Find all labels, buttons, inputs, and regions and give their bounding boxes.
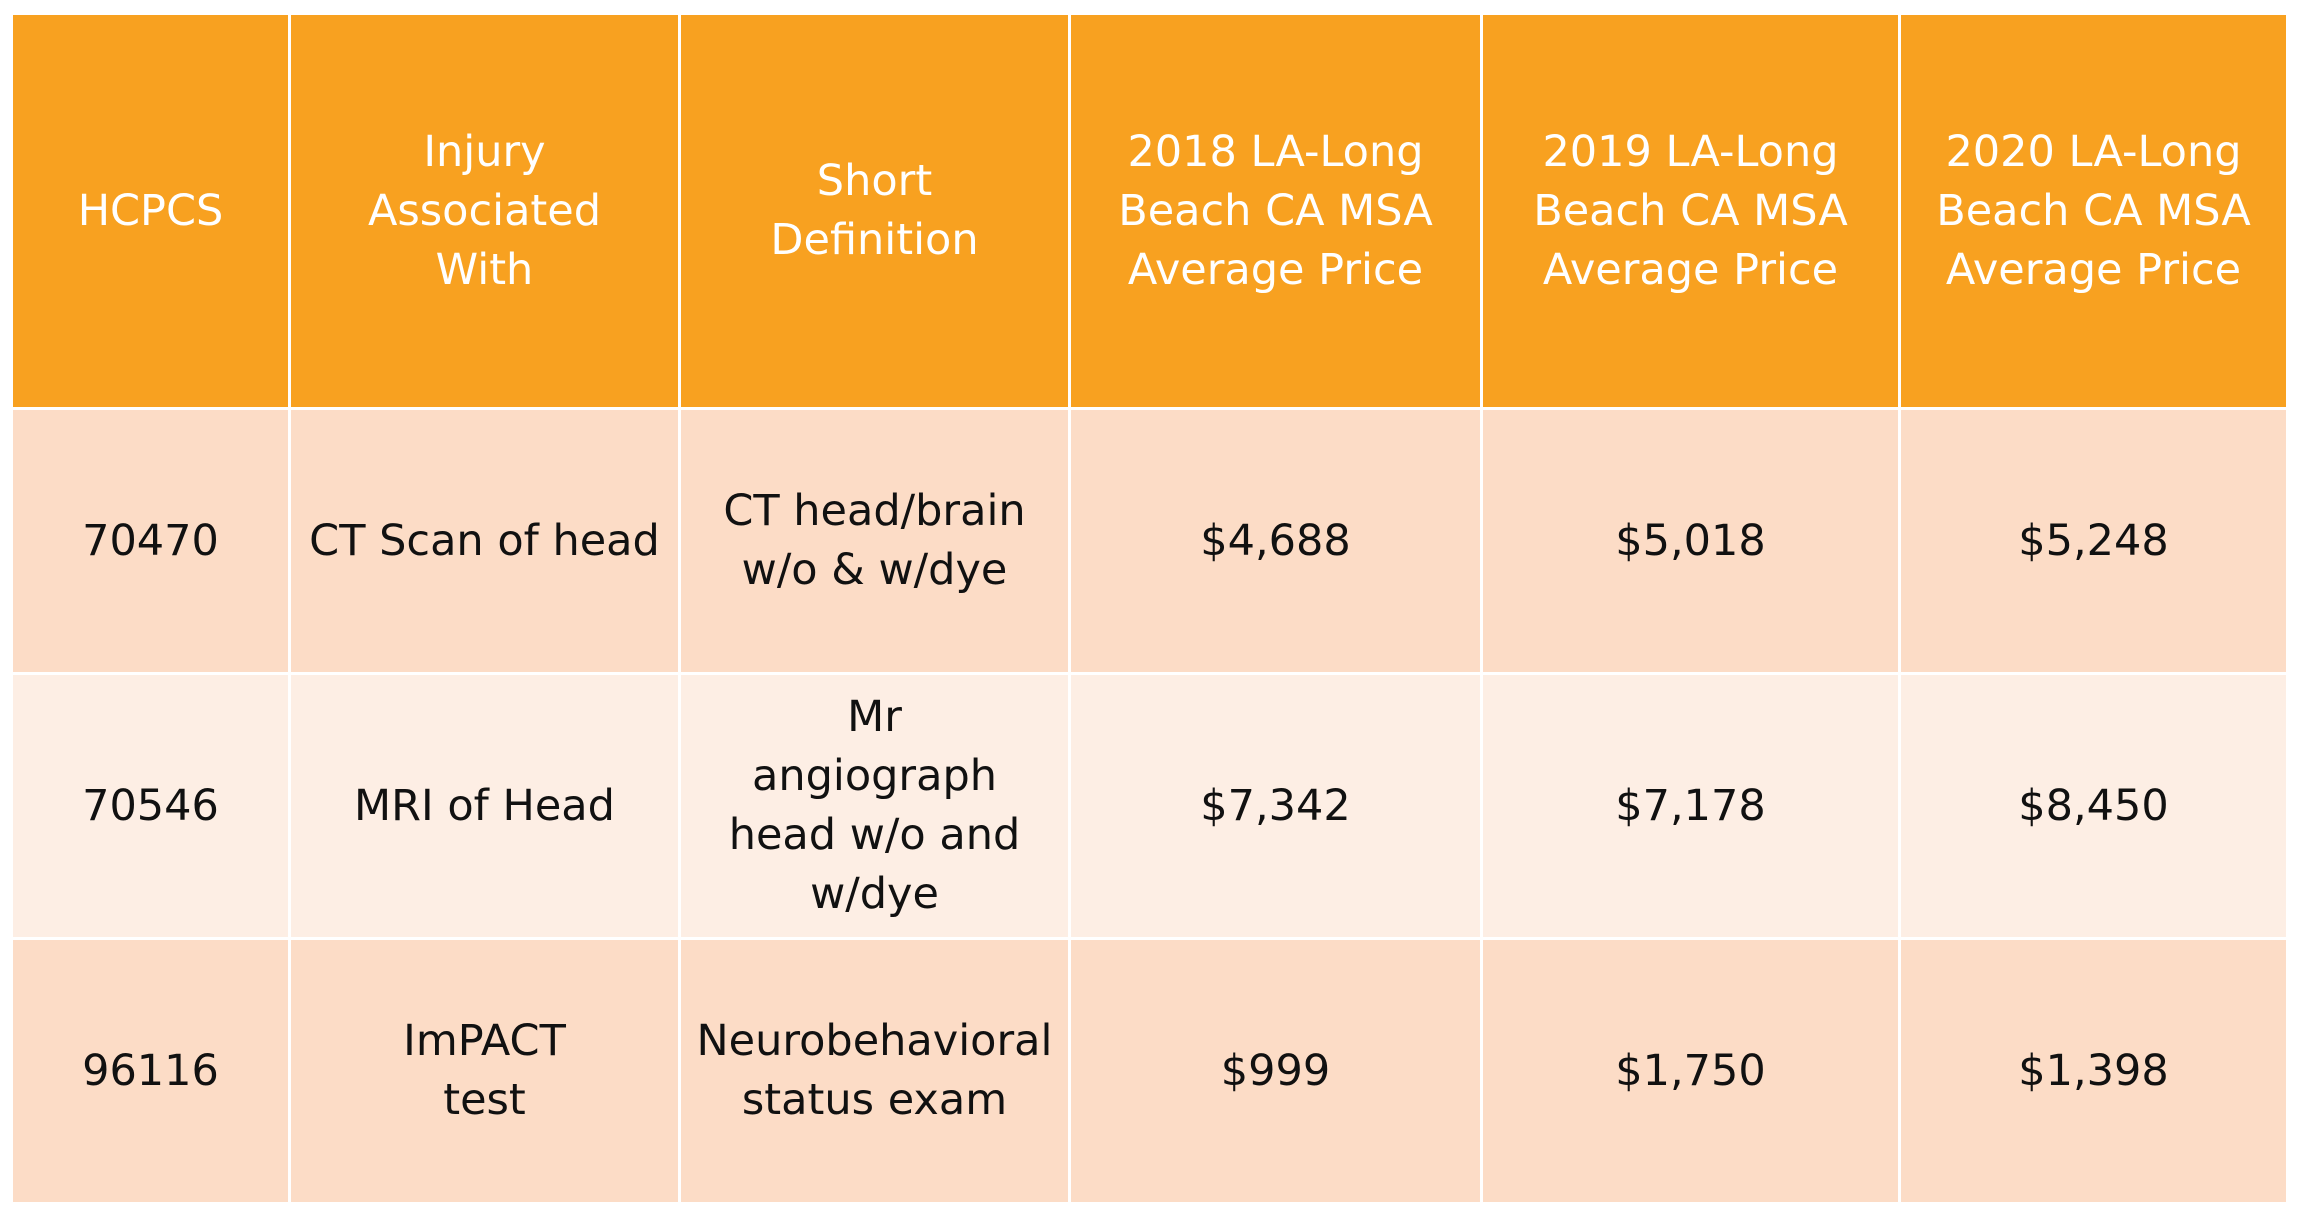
cell-short-definition: Mr angiograph head w/o and w/dye (678, 672, 1071, 940)
cell-hcpcs: 96116 (10, 937, 291, 1205)
cell-injury: MRI of Head (288, 672, 681, 940)
cell-injury: ImPACT test (288, 937, 681, 1205)
table-header: HCPCS Injury Associated With Short Defin… (10, 12, 2289, 410)
header-injury: Injury Associated With (288, 12, 681, 410)
cell-hcpcs: 70470 (10, 407, 291, 675)
table-row: 96116 ImPACT test Neurobehavioral status… (10, 937, 2289, 1205)
cell-injury: CT Scan of head (288, 407, 681, 675)
header-2019-price: 2019 LA-Long Beach CA MSA Average Price (1480, 12, 1901, 410)
cell-2020-price: $5,248 (1898, 407, 2289, 675)
cell-short-definition: CT head/brain w/o & w/dye (678, 407, 1071, 675)
price-table: HCPCS Injury Associated With Short Defin… (10, 12, 2289, 1205)
header-short-definition: Short Definition (678, 12, 1071, 410)
table-row: 70470 CT Scan of head CT head/brain w/o … (10, 407, 2289, 675)
cell-2018-price: $7,342 (1068, 672, 1483, 940)
cell-hcpcs: 70546 (10, 672, 291, 940)
table-row: 70546 MRI of Head Mr angiograph head w/o… (10, 672, 2289, 940)
header-row: HCPCS Injury Associated With Short Defin… (10, 12, 2289, 410)
cell-short-definition: Neurobehavioral status exam (678, 937, 1071, 1205)
header-2018-price: 2018 LA-Long Beach CA MSA Average Price (1068, 12, 1483, 410)
cell-2018-price: $4,688 (1068, 407, 1483, 675)
cell-2020-price: $8,450 (1898, 672, 2289, 940)
cell-2019-price: $1,750 (1480, 937, 1901, 1205)
header-hcpcs: HCPCS (10, 12, 291, 410)
table-body: 70470 CT Scan of head CT head/brain w/o … (10, 407, 2289, 1205)
cell-2019-price: $5,018 (1480, 407, 1901, 675)
cell-2019-price: $7,178 (1480, 672, 1901, 940)
cell-2020-price: $1,398 (1898, 937, 2289, 1205)
header-2020-price: 2020 LA-Long Beach CA MSA Average Price (1898, 12, 2289, 410)
cell-2018-price: $999 (1068, 937, 1483, 1205)
